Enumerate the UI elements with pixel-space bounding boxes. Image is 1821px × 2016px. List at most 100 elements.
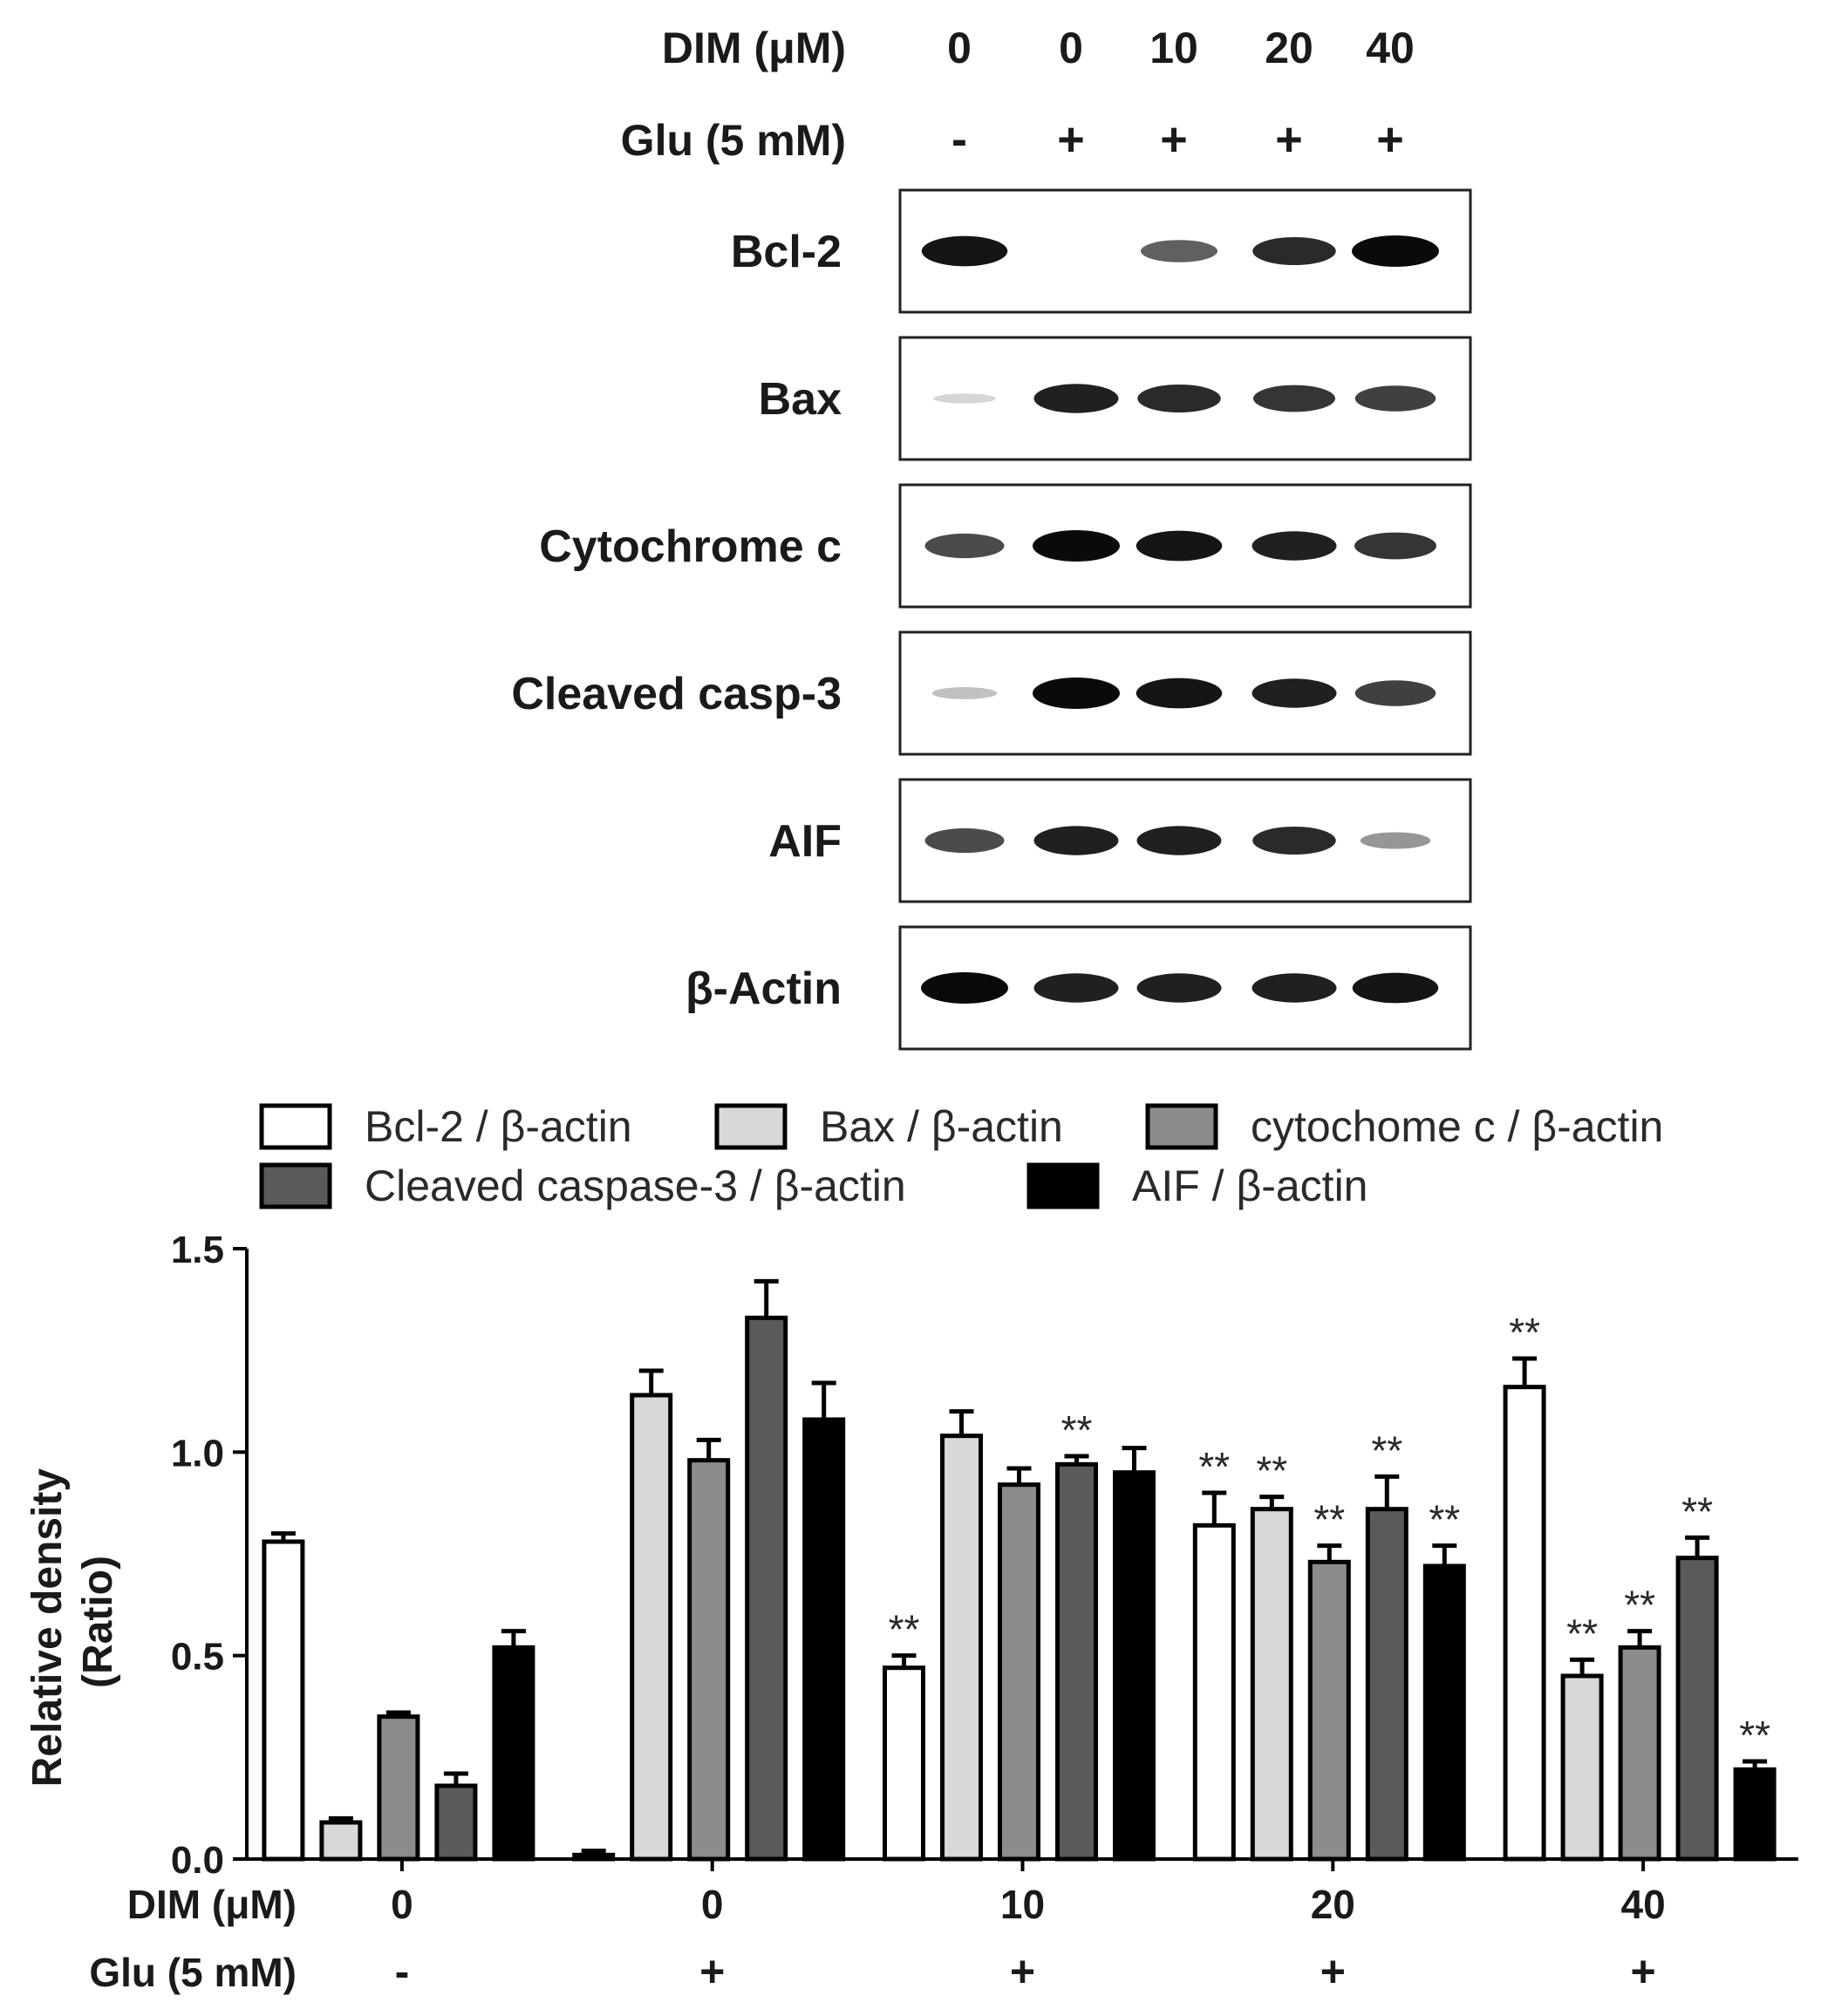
blot-band [933,393,996,404]
legend-label: Bax / β-actin [820,1102,1063,1151]
x-glu-value: + [1010,1947,1035,1996]
bar [1192,1522,1236,1862]
x-glu-value: + [1630,1947,1655,1996]
blot-band [1352,235,1439,267]
blot-band [1136,973,1222,1003]
y-tick-label: 0.0 [171,1839,224,1882]
significance-mark: ** [1624,1583,1655,1628]
blot-band [931,687,998,699]
bar [492,1645,535,1862]
blot-dim-value: 20 [1265,24,1313,72]
significance-mark: ** [1256,1448,1287,1494]
x-tick-label: 40 [1621,1882,1666,1927]
x-tick-label: 0 [391,1882,413,1927]
bar [687,1458,731,1862]
bar [319,1820,363,1862]
blot-band [924,828,1005,854]
blot-glu-value: + [1057,113,1085,166]
blot-row-label: Cleaved casp-3 [511,669,842,719]
blot-lane-headers: 0 0 10 20 40 - + + + + [947,24,1415,166]
legend-swatch [259,1103,332,1150]
bar [1503,1385,1546,1862]
bar [262,1539,305,1862]
bar [883,1665,925,1862]
blot-band [921,235,1008,267]
bar [1618,1645,1661,1862]
bar [1422,1563,1466,1862]
legend-item: Bax / β-actin [714,1102,1063,1151]
blot-band [1360,832,1431,849]
blot-band [1033,826,1119,855]
legend-swatch [259,1162,332,1209]
bar [1365,1507,1408,1862]
bar [377,1714,420,1862]
bar [802,1417,846,1862]
bar [1307,1559,1351,1862]
chart-legend: Bcl-2 / β-actin Bax / β-actin cytochome c … [259,1102,1663,1210]
blot-row: Cytochrome c [539,483,1472,609]
blot-band [1252,973,1337,1003]
x-glu-value: - [395,1947,410,1996]
blot-row: AIF [768,778,1472,903]
bar [1055,1461,1098,1862]
blot-band [1033,530,1120,562]
legend-label: Bcl-2 / β-actin [365,1102,632,1151]
blot-band [1136,826,1222,855]
blot-row-label: Bcl-2 [731,227,842,277]
legend-swatch [1145,1103,1218,1150]
x-glu-value: + [699,1947,725,1996]
bar [998,1482,1040,1862]
blot-glu-label: Glu (5 mM) [621,116,846,165]
significance-mark: ** [1371,1427,1402,1473]
blot-glu-value: + [1376,113,1404,166]
blot-band [1354,532,1436,560]
blot-band [1033,678,1120,709]
blot-band [1252,531,1337,561]
blot-band [921,972,1008,1004]
blot-dim-value: 40 [1366,24,1415,72]
y-tick-label: 0.5 [171,1636,224,1679]
blot-dim-value: 0 [947,24,972,72]
blot-dim-value: 10 [1149,24,1198,72]
blot-row-label: Cytochrome c [539,521,842,572]
blot-dim-label: DIM (μM) [662,24,846,72]
bar [630,1393,673,1862]
bar-chart: Relative density (Ratio) DIM (μM) Glu (5… [24,1229,1798,1996]
legend-label: cytochome c / β-actin [1251,1102,1663,1151]
legend-swatch [714,1103,788,1150]
blot-row: Bax [759,336,1472,461]
blot-row: Cleaved casp-3 [511,630,1472,756]
blot-band [1252,826,1336,855]
significance-mark: ** [889,1607,920,1652]
significance-mark: ** [1313,1497,1345,1543]
legend-item: Bcl-2 / β-actin [259,1102,632,1151]
blot-glu-value: - [951,113,967,166]
significance-mark: ** [1739,1713,1770,1758]
significance-mark: ** [1061,1407,1093,1453]
blot-band [924,533,1005,559]
blot-panels: Bcl-2 Bax Cytochrome c Cleaved casp-3 AIF β-A… [511,188,1472,1051]
x-dim-row-label: DIM (μM) [127,1882,297,1927]
significance-mark: ** [1509,1310,1540,1355]
blot-band [1033,973,1119,1003]
x-tick-label: 0 [701,1882,724,1927]
x-tick-label: 20 [1311,1882,1355,1927]
blot-band [1354,680,1436,706]
y-axis-title: Relative density (Ratio) [24,1457,121,1788]
legend-item: cytochome c / β-actin [1145,1102,1663,1151]
blot-row: β-Actin [685,925,1472,1051]
blot-row-label: β-Actin [685,964,842,1014]
legend-item: Cleaved caspase-3 / β-actin [259,1161,906,1210]
bar [1560,1673,1604,1862]
blot-band [1352,972,1439,1004]
blot-row-label: AIF [768,816,842,867]
bar [572,1852,616,1862]
blot-band [1252,236,1336,266]
significance-mark: ** [1429,1497,1460,1543]
significance-mark: ** [1681,1488,1713,1534]
bar [434,1783,478,1862]
bar [1113,1470,1156,1862]
blot-row: Bcl-2 [731,188,1472,314]
legend-label: Cleaved caspase-3 / β-actin [365,1161,906,1210]
